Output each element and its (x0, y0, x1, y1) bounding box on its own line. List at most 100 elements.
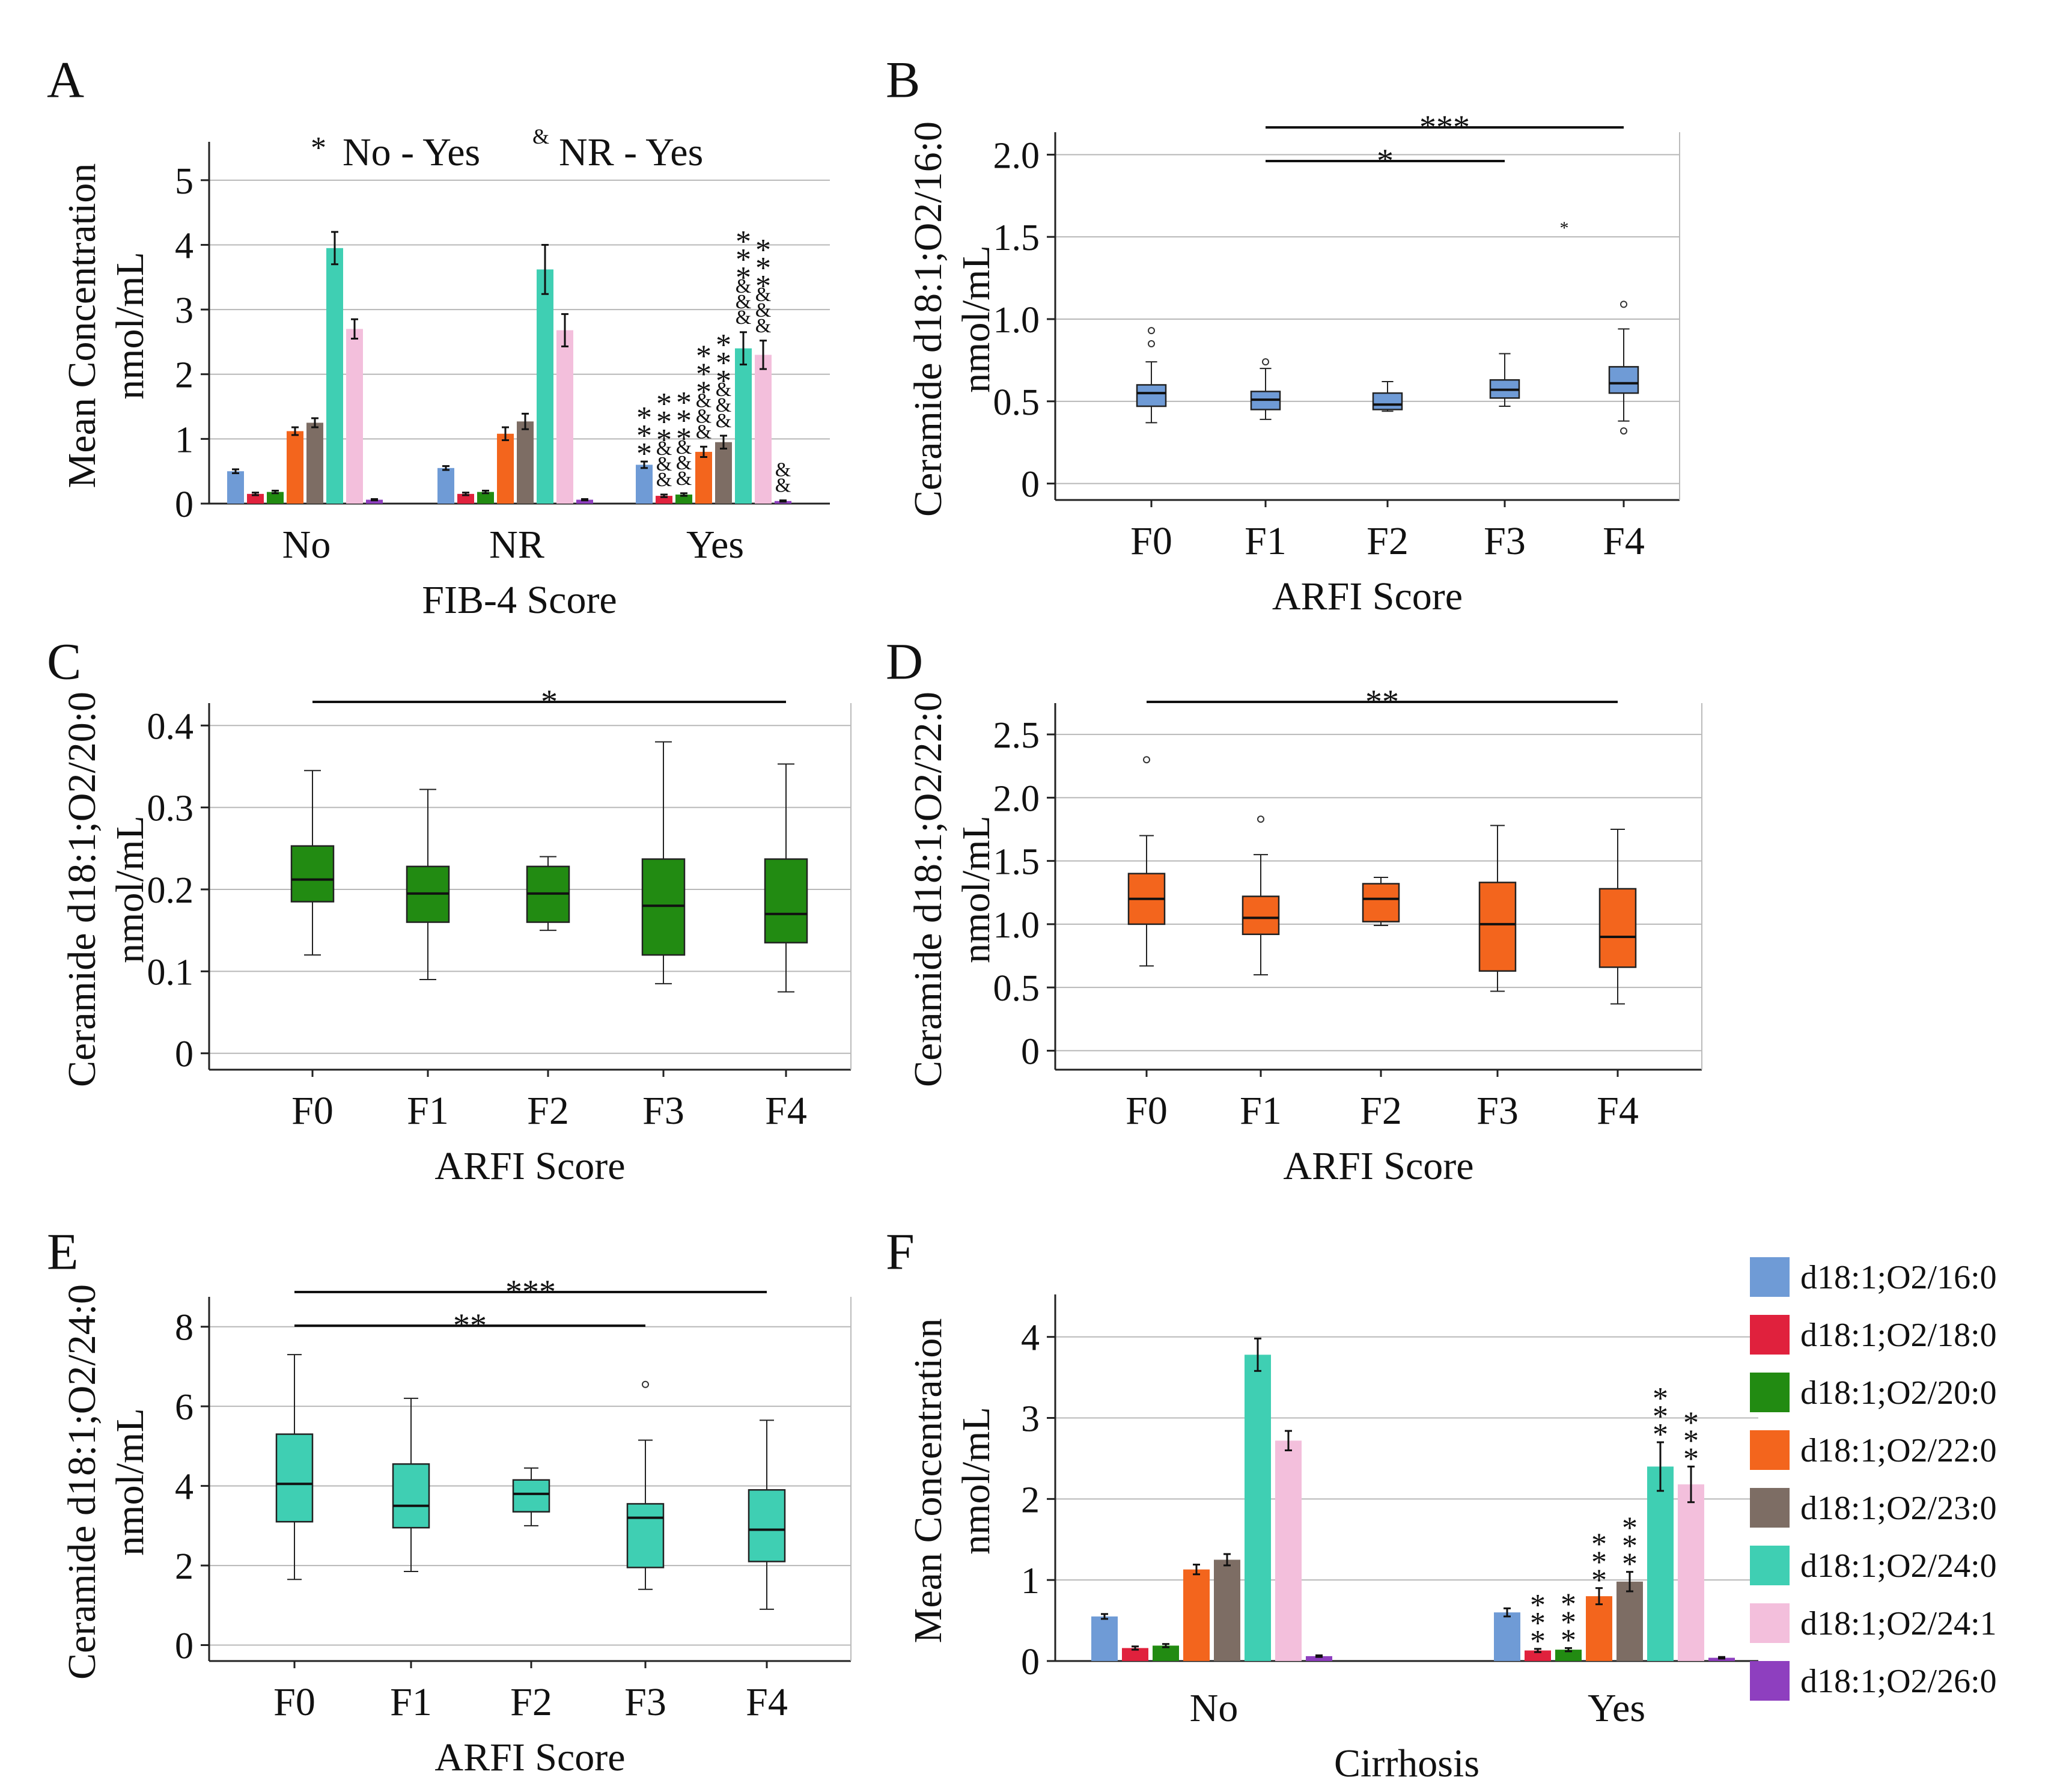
outlier-point (1148, 327, 1155, 335)
bar (477, 492, 494, 504)
y-axis-label: Ceramide d18:1;O2/16:0 nmol/mL (906, 121, 998, 517)
significance-mark: * (716, 346, 731, 380)
annotation-star-text: No - Yes (343, 130, 480, 174)
x-tick-label: F3 (1476, 1089, 1519, 1133)
bar (755, 355, 772, 504)
panel-letter: B (886, 51, 920, 109)
x-tick-label: F3 (624, 1680, 666, 1724)
x-tick-label: F1 (407, 1089, 449, 1133)
significance-mark: * (656, 405, 672, 439)
box (1608, 366, 1639, 394)
significance-mark: & (716, 410, 731, 432)
bar (735, 348, 752, 504)
legend-swatch (1750, 1257, 1790, 1297)
legend-label: d18:1;O2/16:0 (1800, 1259, 1997, 1296)
box (512, 1479, 550, 1513)
y-axis-label-line: nmol/mL (954, 1407, 998, 1555)
legend: d18:1;O2/16:0 d18:1;O2/18:0 d18:1;O2/20:0 d… (1750, 1257, 1997, 1701)
x-tick-label: F0 (1130, 519, 1172, 563)
y-tick-label: 1.5 (993, 842, 1040, 883)
y-tick-label: 6 (175, 1387, 193, 1428)
extreme-point: * (1560, 218, 1569, 238)
significance-mark: * (656, 423, 672, 457)
x-tick-label: F2 (1360, 1089, 1402, 1133)
x-tick-label: F0 (291, 1089, 334, 1133)
significance-mark: * (1530, 1624, 1546, 1659)
significance-mark: * (1653, 1382, 1668, 1416)
significance-mark: & (676, 452, 692, 474)
bar (537, 269, 553, 504)
x-tick-label: F1 (390, 1680, 432, 1724)
outlier-point (1262, 358, 1269, 366)
legend-label: d18:1;O2/22:0 (1800, 1432, 1997, 1469)
y-tick-label: 3 (175, 290, 193, 331)
y-tick-label: 3 (1021, 1399, 1040, 1440)
significance-mark: * (1561, 1587, 1576, 1621)
y-axis-label-line: nmol/mL (108, 815, 152, 963)
bar (437, 468, 454, 504)
panel-letter: D (886, 633, 923, 690)
y-tick-label: 1.5 (993, 218, 1040, 258)
y-tick-label: 4 (175, 1467, 193, 1508)
panel-letter: E (47, 1223, 79, 1281)
bar (247, 493, 264, 504)
x-axis-label: FIB-4 Score (422, 578, 617, 622)
panel-e: E 0 2 4 6 8 Ceramide d18:1;O2/24:0 nmol/mL F0 F1 F… (47, 1223, 852, 1779)
bar (227, 471, 244, 504)
outlier-point (1620, 300, 1627, 308)
x-tick-label: F0 (273, 1680, 315, 1724)
bar (346, 329, 363, 504)
y-tick-label: 0.4 (147, 706, 194, 747)
y-tick-label: 0.1 (147, 952, 194, 993)
y-axis-label-line: Mean Concentration (60, 163, 104, 489)
y-tick-label: 0.5 (993, 968, 1040, 1009)
panel-a: A 0 1 2 3 4 5 Mean Concentration nmol/mL No NR Yes F… (47, 51, 830, 622)
significance-label: *** (1419, 109, 1470, 146)
y-tick-label: 2 (175, 1546, 193, 1587)
significance-mark: & (696, 421, 711, 443)
box (1372, 392, 1403, 410)
y-axis-label-line: nmol/mL (954, 245, 998, 393)
y-tick-label: 8 (175, 1308, 193, 1349)
outlier-point (1257, 815, 1264, 823)
box (1242, 895, 1280, 935)
significance-mark: & (716, 379, 731, 401)
y-tick-label: 1 (175, 419, 193, 460)
x-tick-label: F2 (510, 1680, 552, 1724)
bar (366, 499, 383, 504)
significance-mark: * (1591, 1564, 1607, 1598)
significance-mark: & (755, 315, 771, 337)
y-axis-label: Ceramide d18:1;O2/24:0 nmol/mL (60, 1284, 152, 1680)
legend-swatch (1750, 1430, 1790, 1470)
bar (675, 494, 692, 504)
y-axis-label-line: nmol/mL (954, 815, 998, 963)
box (275, 1433, 314, 1523)
legend-swatch (1750, 1488, 1790, 1528)
legend-label: d18:1;O2/23:0 (1800, 1490, 1997, 1527)
panel-letter: A (47, 51, 84, 109)
significance-mark: & (736, 291, 751, 313)
significance-mark: & (755, 299, 771, 322)
significance-mark: & (775, 459, 791, 481)
box (764, 858, 808, 943)
annotation-amp-text: NR - Yes (559, 130, 703, 174)
significance-mark: * (1683, 1406, 1699, 1440)
bar (715, 442, 732, 504)
y-axis-label: Ceramide d18:1;O2/22:0 nmol/mL (906, 692, 998, 1087)
bar (1275, 1440, 1302, 1661)
y-axis-label-line: Ceramide d18:1;O2/16:0 (906, 121, 950, 517)
y-axis-label-line: Ceramide d18:1;O2/24:0 (60, 1284, 104, 1680)
x-tick-label: F2 (1367, 519, 1409, 563)
bar (1678, 1484, 1704, 1661)
significance-mark: & (716, 394, 731, 416)
y-tick-label: 0 (175, 484, 193, 525)
significance-mark: * (696, 357, 711, 391)
y-tick-label: 0 (175, 1034, 193, 1075)
y-tick-label: 0 (175, 1626, 193, 1667)
significance-mark: * (636, 401, 652, 435)
y-tick-label: 0 (1021, 1031, 1040, 1072)
x-axis-label: ARFI Score (434, 1736, 625, 1779)
bar (457, 493, 474, 504)
significance-label: ** (1365, 683, 1399, 721)
significance-label: * (1377, 142, 1394, 180)
